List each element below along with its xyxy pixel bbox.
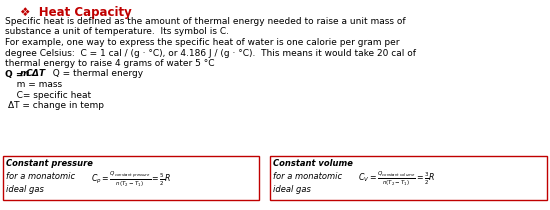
Text: degree Celsius:  C = 1 cal / (g · °C), or 4.186 J / (g · °C).  This means it wou: degree Celsius: C = 1 cal / (g · °C), or… [5, 49, 416, 58]
Text: ideal gas: ideal gas [6, 185, 44, 194]
Text: $C_p = \frac{Q_{constant\;pressure}}{n(T_2-T_1)} = \frac{5}{2}R$: $C_p = \frac{Q_{constant\;pressure}}{n(T… [91, 170, 171, 189]
Text: C: C [26, 70, 32, 79]
Text: Specific heat is defined as the amount of thermal energy needed to raise a unit : Specific heat is defined as the amount o… [5, 17, 406, 26]
Text: ❖  Heat Capacity: ❖ Heat Capacity [20, 6, 132, 19]
FancyBboxPatch shape [270, 156, 547, 200]
Text: for a monatomic: for a monatomic [273, 172, 342, 181]
Text: Q =: Q = [5, 70, 26, 79]
Text: ideal gas: ideal gas [273, 185, 311, 194]
Text: Δ: Δ [32, 70, 39, 79]
Text: C= specific heat: C= specific heat [8, 91, 91, 100]
Text: ΔT = change in temp: ΔT = change in temp [8, 101, 104, 110]
Text: Constant volume: Constant volume [273, 159, 353, 168]
Text: $C_V = \frac{Q_{constant\;volume}}{n(T_2-T_1)} = \frac{3}{2}R$: $C_V = \frac{Q_{constant\;volume}}{n(T_2… [358, 170, 436, 188]
Text: for a monatomic: for a monatomic [6, 172, 75, 181]
FancyBboxPatch shape [3, 156, 259, 200]
Text: substance a unit of temperature.  Its symbol is C.: substance a unit of temperature. Its sym… [5, 28, 229, 37]
Text: m: m [20, 70, 29, 79]
Text: For example, one way to express the specific heat of water is one calorie per gr: For example, one way to express the spec… [5, 38, 399, 47]
Text: Q = thermal energy: Q = thermal energy [47, 70, 143, 79]
Text: thermal energy to raise 4 grams of water 5 °C: thermal energy to raise 4 grams of water… [5, 59, 214, 68]
Text: m = mass: m = mass [8, 80, 62, 89]
Text: Constant pressure: Constant pressure [6, 159, 93, 168]
Text: T: T [39, 70, 45, 79]
